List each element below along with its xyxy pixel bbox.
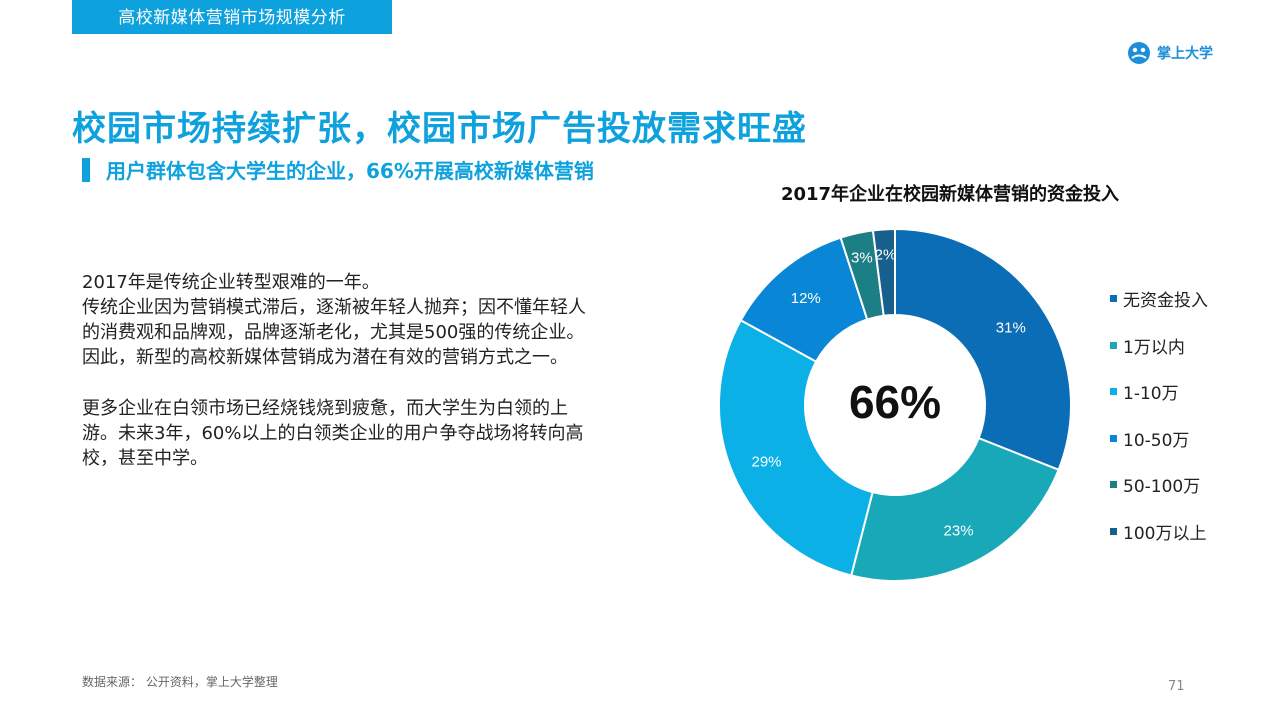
legend-swatch: [1110, 527, 1117, 535]
legend-swatch: [1110, 481, 1117, 489]
paragraph-1: 2017年是传统企业转型艰难的一年。 传统企业因为营销模式滞后，逐渐被年轻人抛弃…: [82, 270, 682, 370]
legend-item: 1-10万: [1110, 379, 1208, 426]
donut-slice-6: [871, 227, 896, 317]
legend-label: 100万以上: [1123, 523, 1207, 544]
legend-item: 10-50万: [1110, 426, 1208, 473]
legend-label: 无资金投入: [1123, 291, 1208, 311]
chart-title: 2017年企业在校园新媒体营销的资金投入: [780, 184, 1120, 205]
donut-center-label: 66%: [849, 376, 941, 428]
legend-label: 10-50万: [1123, 430, 1190, 451]
section-banner: 高校新媒体营销市场规模分析: [72, 0, 392, 34]
donut-slice-1: [894, 227, 1072, 472]
chart-legend: 无资金投入 1万以内 1-10万 10-50万 50-100万 100万以上: [1110, 286, 1208, 566]
legend-item: 50-100万: [1110, 472, 1208, 519]
paragraph-line: 更多企业在白领市场已经烧钱烧到疲惫，而大学生为白领的上: [82, 398, 568, 419]
brand-name: 掌上大学: [1157, 46, 1213, 62]
page-title: 校园市场持续扩张，校园市场广告投放需求旺盛: [72, 109, 807, 149]
donut-data-label-4: 12%: [791, 290, 821, 307]
source-note: 数据来源： 公开资料，掌上大学整理: [82, 675, 278, 689]
legend-item: 无资金投入: [1110, 286, 1208, 333]
donut-data-label-5: 3%: [851, 250, 873, 267]
legend-label: 1万以内: [1123, 337, 1185, 358]
legend-swatch: [1110, 295, 1117, 302]
legend-swatch: [1110, 388, 1117, 396]
paragraph-line: 校，甚至中学。: [82, 448, 208, 469]
paragraph-line: 2017年是传统企业转型艰难的一年。: [82, 272, 380, 293]
legend-label: 1-10万: [1123, 384, 1179, 405]
legend-item: 100万以上: [1110, 519, 1208, 566]
legend-swatch: [1110, 434, 1117, 442]
legend-label: 50-100万: [1123, 477, 1201, 498]
donut-slice-2: [850, 436, 1060, 582]
page-subtitle: 用户群体包含大学生的企业，66%开展高校新媒体营销: [106, 159, 594, 183]
paragraph-line: 传统企业因为营销模式滞后，逐渐被年轻人抛弃；因不懂年轻人: [82, 297, 586, 318]
donut-chart: 31% 23% 29% 12% 3% 2% 66%: [718, 227, 1072, 582]
donut-slice-3: [718, 318, 874, 577]
body-text: 2017年是传统企业转型艰难的一年。 传统企业因为营销模式滞后，逐渐被年轻人抛弃…: [82, 270, 682, 471]
paragraph-line: 因此，新型的高校新媒体营销成为潜在有效的营销方式之一。: [82, 347, 568, 368]
page-number: 71: [1168, 679, 1185, 694]
donut-data-label-6: 2%: [875, 246, 897, 263]
donut-data-label-2: 23%: [944, 523, 974, 540]
brand-logo-group: 掌上大学: [1127, 41, 1213, 65]
donut-data-label-1: 31%: [996, 319, 1026, 336]
legend-swatch: [1110, 341, 1117, 349]
subtitle-marker: [82, 158, 90, 182]
brand-logo-icon: [1128, 42, 1150, 64]
paragraph-line: 的消费观和品牌观，品牌逐渐老化，尤其是500强的传统企业。: [82, 322, 585, 343]
paragraph-2: 更多企业在白领市场已经烧钱烧到疲惫，而大学生为白领的上 游。未来3年，60%以上…: [82, 396, 682, 471]
paragraph-line: 游。未来3年，60%以上的白领类企业的用户争夺战场将转向高: [82, 423, 584, 444]
legend-item: 1万以内: [1110, 333, 1208, 380]
donut-data-label-3: 29%: [751, 454, 781, 471]
